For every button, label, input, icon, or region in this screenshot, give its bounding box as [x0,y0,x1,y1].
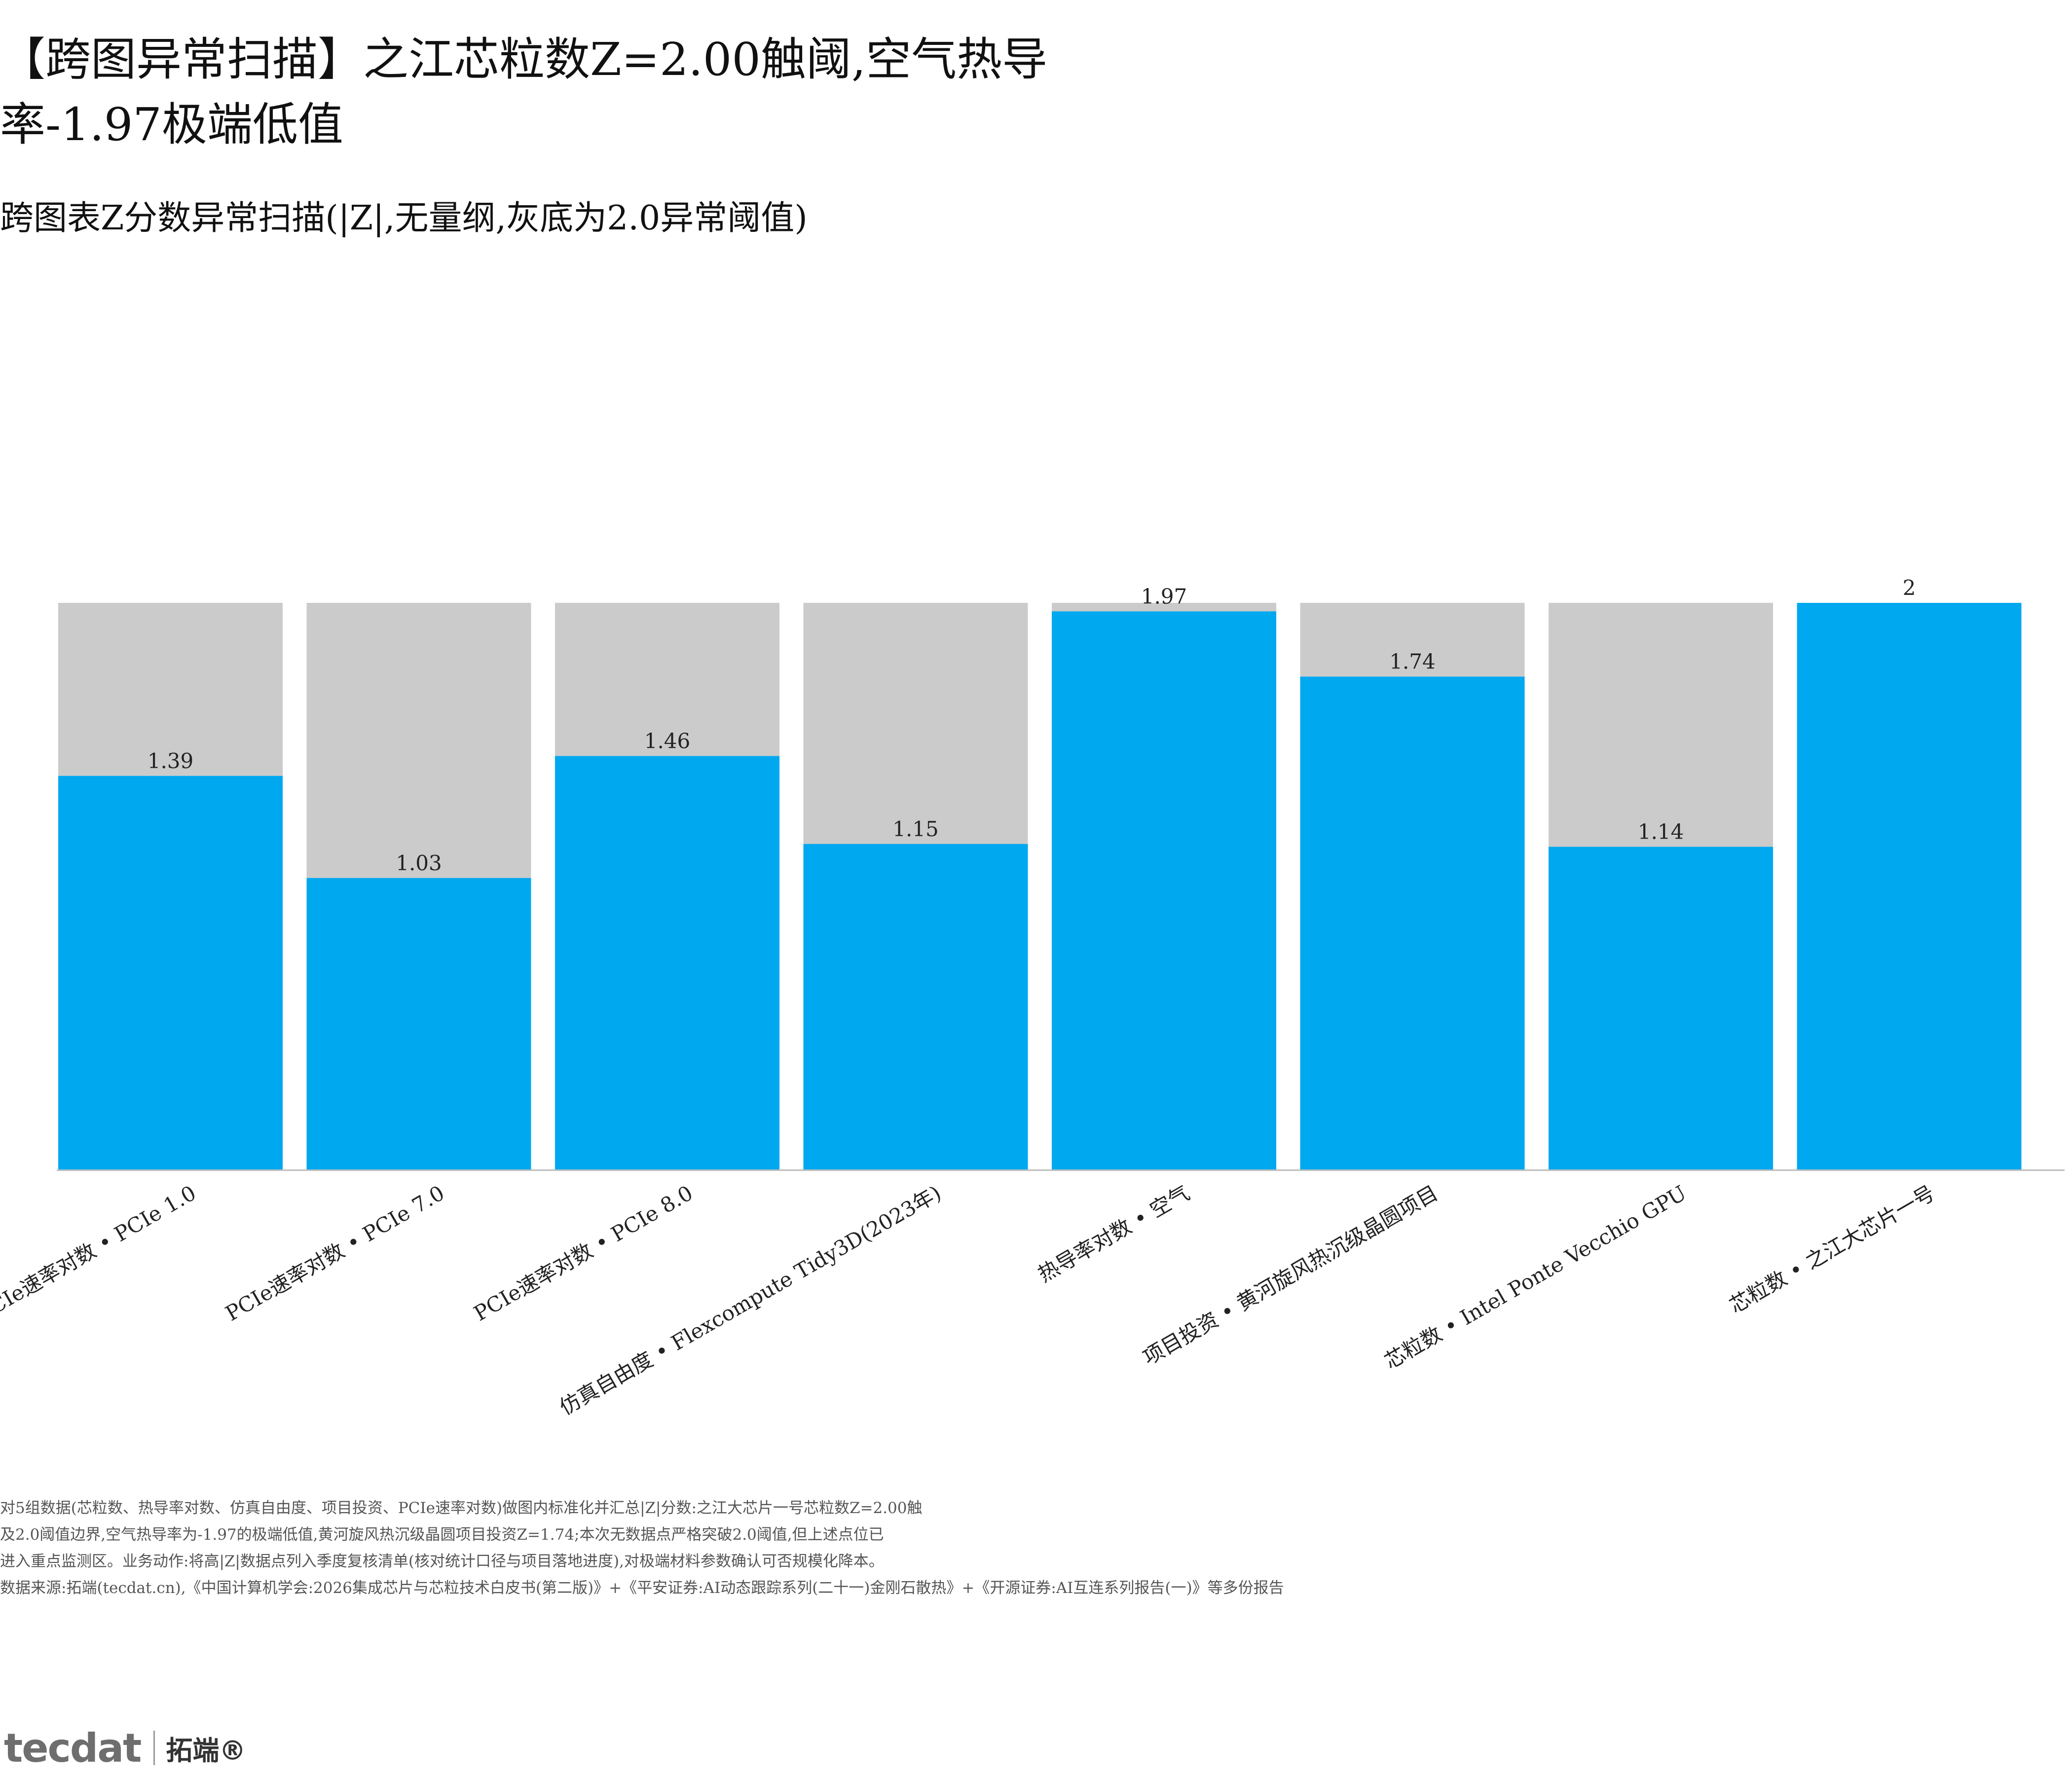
value-label: 1.14 [1638,820,1684,844]
category-tick-label: 项目投资 • 黄河旋风热沉级晶圆项目 [1139,1181,1442,1369]
source-line: 数据来源:拓端(tecdat.cn),《中国计算机学会:2026集成芯片与芯粒技… [0,1579,1284,1597]
bar [1549,847,1773,1170]
value-label: 2 [1903,576,1916,600]
chart-subtitle: 跨图表Z分数异常扫描(|Z|,无量纲,灰底为2.0异常阈值) [0,199,808,238]
footnote-line: 及2.0阈值边界,空气热导率为-1.97的极端低值,黄河旋风热沉级晶圆项目投资Z… [0,1526,884,1544]
value-label: 1.03 [396,851,442,875]
bar [1052,611,1276,1170]
bar [803,844,1028,1170]
value-label: 1.74 [1389,650,1436,674]
brand-name: 拓端® [166,1735,246,1766]
bar [555,756,779,1170]
footnote-line: 进入重点监测区。业务动作:将高|Z|数据点列入季度复核清单(核对统计口径与项目落… [0,1553,884,1570]
brand-logo: tecdat 拓端® [4,1721,246,1775]
bar-chart: 1.39 PCIe速率对数 • PCIe 1.0 1.03 PCIe速率对数 • PC… [0,576,2065,1420]
bar [306,878,531,1170]
category-tick-label: 仿真自由度 • Flexcompute Tidy3D(2023年) [555,1181,945,1420]
logo-divider [153,1731,155,1765]
value-label: 1.46 [644,729,691,753]
bar [58,776,283,1170]
tecdat-logo-mark: tecdat [4,1725,142,1771]
chart-title: 【跨图异常扫描】之江芯粒数Z=2.00触阈,空气热导率-1.97极端低值 [0,33,1048,151]
category-tick-label: 芯粒数 • 之江大芯片一号 [1725,1181,1939,1318]
value-label: 1.97 [1141,584,1187,608]
category-tick-label: PCIe速率对数 • PCIe 1.0 [0,1181,200,1326]
footnote-line: 对5组数据(芯粒数、热导率对数、仿真自由度、项目投资、PCIe速率对数)做图内标… [0,1499,923,1517]
category-tick-label: PCIe速率对数 • PCIe 8.0 [470,1181,697,1326]
bar [1300,676,1525,1170]
footnote: 对5组数据(芯粒数、热导率对数、仿真自由度、项目投资、PCIe速率对数)做图内标… [0,1495,2047,1601]
value-label: 1.15 [892,817,939,841]
value-label: 1.39 [148,749,194,773]
category-tick-label: 热导率对数 • 空气 [1034,1181,1194,1287]
category-tick-label: PCIe速率对数 • PCIe 7.0 [222,1181,448,1326]
bar [1797,603,2022,1170]
